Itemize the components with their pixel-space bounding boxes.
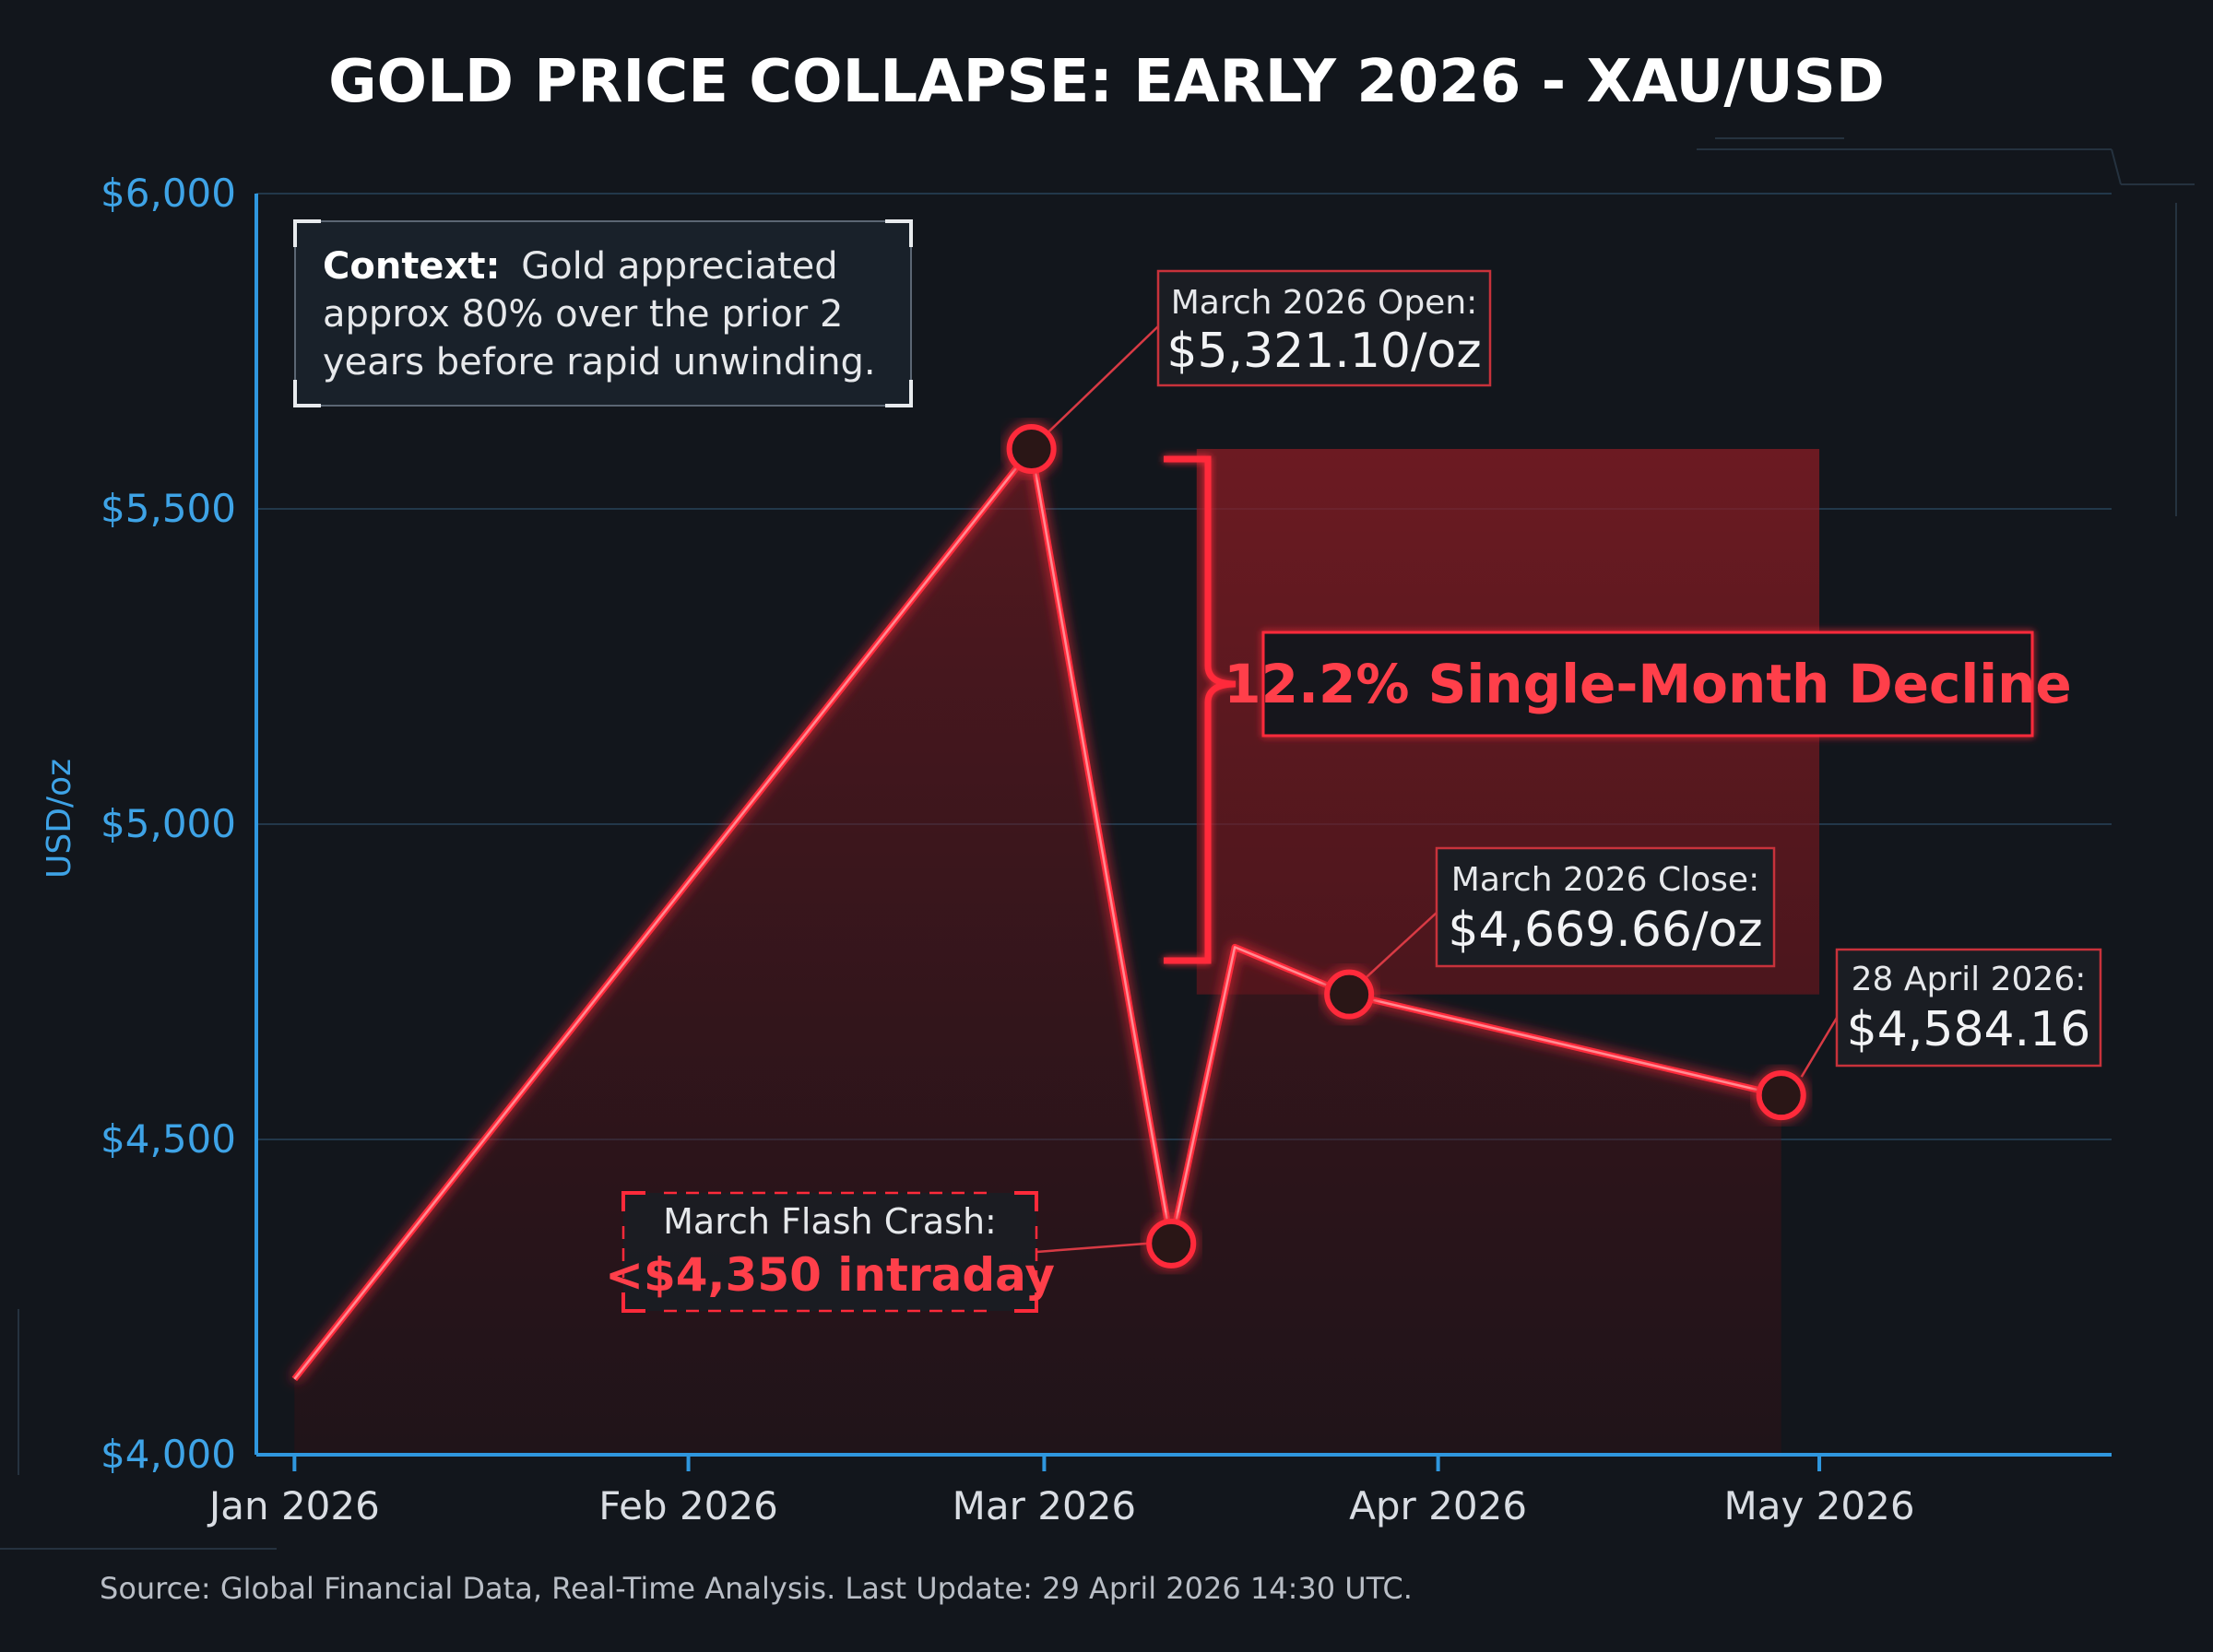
- march-open-annotation: March 2026 Open: $5,321.10/oz: [1156, 269, 1492, 387]
- april-28-value: $4,584.16: [1847, 1002, 2091, 1057]
- hud-decoration: [0, 137, 2195, 1550]
- context-bold: Context:: [323, 245, 500, 288]
- svg-text:Context: Gold appreciate: Context: Gold appreciated: [323, 245, 838, 288]
- x-tick-labels: Jan 2026 Feb 2026 Mar 2026 Apr 2026 May 2026: [207, 1455, 1915, 1528]
- price-marker-4: [1324, 969, 1375, 1020]
- april-28-annotation: 28 April 2026: $4,584.16: [1835, 948, 2102, 1068]
- price-marker-2: [1146, 1218, 1197, 1268]
- annotation-connectors: [1035, 325, 1839, 1254]
- x-tick-label-1: Feb 2026: [598, 1483, 778, 1528]
- price-markers: [1006, 424, 1806, 1268]
- decline-bracket: [1164, 455, 1237, 964]
- april-28-label: 28 April 2026:: [1852, 961, 2087, 998]
- decline-annotation: 12.2% Single-Month Decline: [1164, 455, 2072, 964]
- connector-1: [1365, 912, 1438, 979]
- price-marker-5: [1756, 1070, 1806, 1121]
- context-line-3: years before rapid unwinding.: [323, 341, 876, 384]
- march-open-label: March 2026 Open:: [1171, 284, 1478, 322]
- x-tick-label-2: Mar 2026: [953, 1483, 1136, 1528]
- x-tick-label-3: Apr 2026: [1349, 1483, 1527, 1528]
- x-tick-label-0: Jan 2026: [207, 1483, 380, 1528]
- flash-crash-label: March Flash Crash:: [663, 1201, 997, 1242]
- x-tick-label-4: May 2026: [1724, 1483, 1915, 1528]
- connector-2: [1800, 1017, 1839, 1078]
- y-tick-label-1: $4,500: [101, 1116, 236, 1162]
- y-tick-label-0: $4,000: [101, 1432, 236, 1477]
- y-tick-label-3: $5,500: [101, 486, 236, 531]
- price-marker-1: [1006, 424, 1057, 475]
- context-annotation: Context: Gold appreciated approx 80% ove…: [293, 219, 913, 407]
- chart-title: GOLD PRICE COLLAPSE: EARLY 2026 - XAU/US…: [328, 48, 1885, 116]
- price-line-core: [293, 447, 1781, 1380]
- context-line-2: approx 80% over the prior 2: [323, 293, 843, 336]
- march-close-label: March 2026 Close:: [1451, 861, 1759, 899]
- march-close-value: $4,669.66/oz: [1448, 903, 1762, 958]
- decline-label: 12.2% Single-Month Decline: [1224, 653, 2071, 715]
- march-open-value: $5,321.10/oz: [1166, 324, 1481, 379]
- y-tick-labels: $4,000 $4,500 $5,000 $5,500 $6,000: [101, 171, 236, 1477]
- connector-3: [1035, 1242, 1148, 1254]
- y-tick-label-2: $5,000: [101, 801, 236, 846]
- flash-crash-value: <$4,350 intraday: [605, 1248, 1055, 1302]
- flash-crash-annotation: March Flash Crash: <$4,350 intraday: [605, 1191, 1055, 1313]
- context-line-1: Gold appreciated: [521, 245, 837, 288]
- source-note: Source: Global Financial Data, Real-Time…: [100, 1571, 1413, 1606]
- y-tick-label-4: $6,000: [101, 171, 236, 216]
- march-close-annotation: March 2026 Close: $4,669.66/oz: [1435, 846, 1776, 968]
- y-axis-label: USD/oz: [41, 759, 78, 879]
- axes: [254, 194, 2112, 1457]
- price-line: [291, 445, 1782, 1382]
- connector-0: [1047, 325, 1159, 433]
